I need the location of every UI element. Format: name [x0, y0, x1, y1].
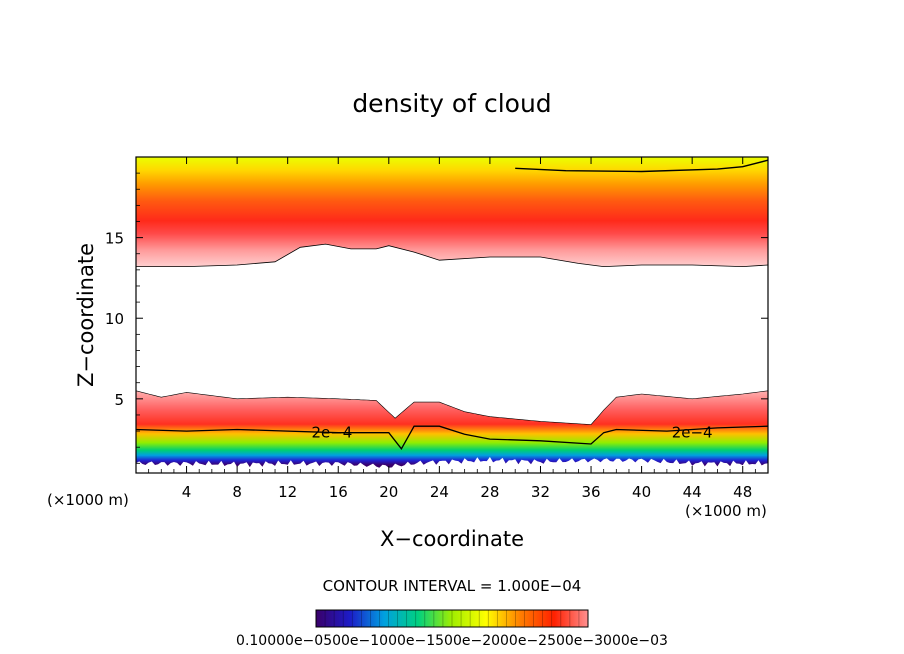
contour-label-1: 2e−4 — [311, 424, 352, 442]
x-tick-label: 24 — [430, 483, 449, 501]
upper-cloud-layer — [136, 157, 768, 267]
plot-area: 2e−4 2e−4 — [136, 157, 768, 468]
x-tick-label: 40 — [632, 483, 651, 501]
contour-interval-label: CONTOUR INTERVAL = 1.000E−04 — [323, 577, 582, 595]
y-tick-label: 5 — [114, 391, 124, 409]
x-tick-label: 4 — [182, 483, 192, 501]
x-tick-label: 48 — [733, 483, 752, 501]
x-unit-left: (×1000 m) — [47, 491, 129, 509]
x-tick-label: 36 — [581, 483, 600, 501]
x-axis-label: X−coordinate — [380, 527, 524, 551]
y-tick-label: 10 — [105, 310, 124, 328]
y-axis-label: Z−coordinate — [74, 243, 98, 387]
upper-top-contour — [515, 159, 768, 173]
colorbar-labels: 0.10000e−0500e−1000e−1500e−2000e−2500e−3… — [236, 633, 668, 649]
lower-cloud-boundary — [136, 390, 768, 425]
x-tick-label: 32 — [531, 483, 550, 501]
x-tick-label: 12 — [278, 483, 297, 501]
x-tick-label: 44 — [683, 483, 702, 501]
contour-label-2: 2e−4 — [672, 424, 713, 442]
upper-cloud-boundary — [136, 243, 768, 268]
colorbar-ticks — [324, 610, 580, 627]
chart-title: density of cloud — [352, 89, 551, 118]
x-tick-label: 8 — [232, 483, 242, 501]
lower-cloud-layer — [136, 390, 768, 468]
y-tick-label: 15 — [105, 230, 124, 248]
x-tick-label: 28 — [480, 483, 499, 501]
colorbar — [315, 609, 589, 628]
x-tick-label: 20 — [379, 483, 398, 501]
contour-2e-4-line — [136, 425, 768, 450]
x-unit-right: (×1000 m) — [685, 502, 767, 520]
x-tick-label: 16 — [329, 483, 348, 501]
